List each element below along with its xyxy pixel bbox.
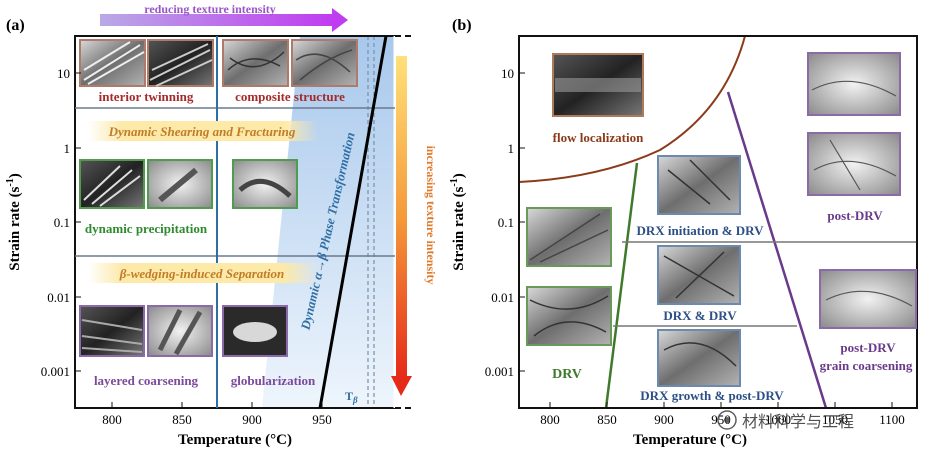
label-post-drv-coarsening-2: grain coarsening — [820, 358, 913, 373]
watermark-text: 材料科学与工程 — [742, 412, 854, 431]
micrograph-precipitation-1 — [79, 159, 145, 209]
b-x-title: Temperature (°C) — [633, 432, 747, 448]
a-y-title: Strain rate (s-1) — [5, 173, 23, 271]
b-ytick-0.1: 0.1 — [498, 215, 514, 230]
label-composite-structure: composite structure — [235, 89, 345, 104]
panel-a-y-axis: 10 1 0.1 0.01 0.001 Strain rate (s-1) — [5, 66, 81, 379]
b-xtick-900: 900 — [654, 412, 674, 427]
panel-a-label: (a) — [6, 17, 25, 34]
a-ytick-1: 1 — [64, 141, 71, 156]
a-xtick-850: 850 — [172, 412, 192, 427]
label-flow-localization: flow localization — [553, 130, 644, 145]
a-x-title: Temperature (°C) — [178, 432, 292, 448]
a-xtick-800: 800 — [102, 412, 122, 427]
micrograph-drx-growth — [657, 329, 741, 387]
a-ytick-10: 10 — [57, 66, 70, 81]
micrograph-post-drv-2 — [807, 132, 901, 196]
micrograph-globularization — [222, 305, 288, 357]
label-dynamic-shearing: Dynamic Shearing and Fracturing — [108, 124, 296, 139]
b-ytick-0.001: 0.001 — [485, 364, 514, 379]
micrograph-precipitation-3 — [232, 159, 298, 209]
b-ytick-1: 1 — [508, 141, 515, 156]
label-dynamic-precipitation: dynamic precipitation — [85, 221, 208, 236]
panel-a: (a) reducing texture intensity — [5, 2, 438, 448]
label-drx-growth: DRX growth & post-DRV — [640, 388, 784, 403]
a-xtick-900: 900 — [242, 412, 262, 427]
a-ytick-0.1: 0.1 — [54, 215, 70, 230]
b-xtick-1100: 1100 — [879, 412, 905, 427]
label-drx-initiation: DRX initiation & DRV — [636, 223, 764, 238]
b-ytick-10: 10 — [501, 66, 514, 81]
watermark: 材料科学与工程 — [717, 410, 854, 431]
micrograph-precipitation-2 — [147, 159, 213, 209]
micrograph-flow-localization — [552, 53, 644, 117]
a-xtick-950: 950 — [312, 412, 332, 427]
panel-b-y-axis: 10 1 0.1 0.01 0.001 Strain rate (s-1) — [449, 66, 525, 379]
increasing-texture-label: increasing texture intensity — [424, 146, 438, 285]
micrograph-post-drv-1 — [807, 52, 901, 116]
micrograph-twinning-2 — [147, 39, 214, 87]
micrograph-coarsening-2 — [147, 305, 213, 357]
micrograph-drx-drv — [657, 245, 741, 305]
label-post-drv: post-DRV — [827, 208, 883, 223]
b-xtick-800: 800 — [540, 412, 560, 427]
b-xtick-850: 850 — [597, 412, 617, 427]
micrograph-drv-1 — [526, 207, 612, 267]
panel-b: (b) — [449, 17, 918, 448]
panel-b-x-axis: 800 850 900 950 1000 1050 1100 Temperatu… — [540, 402, 905, 448]
reducing-texture-label: reducing texture intensity — [144, 2, 276, 16]
b-ytick-0.01: 0.01 — [491, 290, 514, 305]
label-post-drv-coarsening-1: post-DRV — [840, 340, 896, 355]
flow-localization-boundary — [519, 36, 746, 183]
panel-a-x-axis: 800 850 900 950 Temperature (°C) — [102, 402, 332, 448]
post-drv-boundary-line — [726, 91, 828, 408]
label-drv: DRV — [552, 367, 582, 382]
label-wedging-separation: β-wedging-induced Separation — [119, 266, 284, 281]
micrograph-drx-initiation — [657, 155, 741, 215]
micrograph-post-drv-coarsening — [819, 269, 917, 329]
label-t-beta: Tβ — [345, 389, 358, 405]
increasing-texture-arrow: increasing texture intensity — [391, 56, 438, 396]
a-ytick-0.01: 0.01 — [47, 290, 70, 305]
b-y-title: Strain rate (s-1) — [449, 173, 467, 271]
panel-b-label: (b) — [452, 17, 472, 34]
micrograph-composite-2 — [291, 39, 358, 87]
tbeta-boundary-line — [318, 35, 388, 409]
micrograph-coarsening-1 — [79, 305, 145, 357]
label-drx-drv: DRX & DRV — [663, 308, 737, 323]
micrograph-twinning-1 — [79, 39, 146, 87]
b-xtick-1000: 1000 — [765, 412, 791, 427]
b-xtick-950: 950 — [711, 412, 731, 427]
label-globularization: globularization — [231, 373, 316, 388]
label-layered-coarsening: layered coarsening — [94, 373, 199, 388]
micrograph-drv-2 — [526, 286, 612, 346]
b-xtick-1050: 1050 — [822, 412, 848, 427]
drv-boundary-line — [604, 162, 639, 408]
micrograph-composite-1 — [222, 39, 289, 87]
a-ytick-0.001: 0.001 — [41, 364, 70, 379]
reducing-texture-arrow: reducing texture intensity — [100, 2, 348, 32]
label-interior-twinning: interior twinning — [99, 89, 194, 104]
